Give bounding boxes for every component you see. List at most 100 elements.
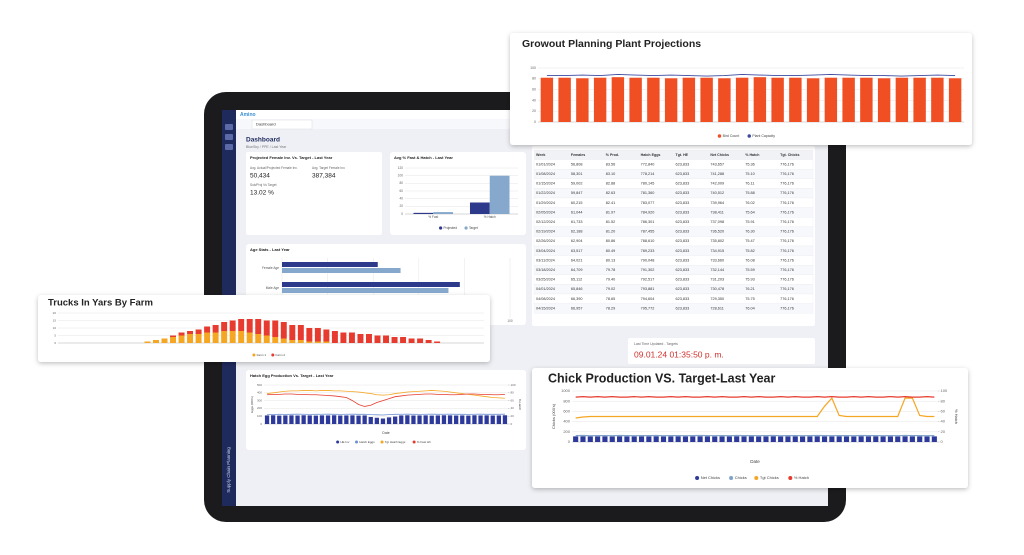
y2-tick-label: 40 — [511, 406, 515, 410]
y2-tick-label: 60 — [511, 398, 515, 402]
table-cell: 733,660 — [710, 258, 724, 262]
bar — [344, 415, 349, 424]
updated-card — [628, 338, 815, 364]
table-cell: 01/29/2024 — [536, 201, 555, 205]
table-cell: 82.41 — [606, 201, 616, 205]
legend-label: % Fast Hh — [417, 440, 431, 444]
chart-title: Hatch Egg Production Vs. Target - Last Y… — [250, 373, 334, 378]
bar — [356, 415, 361, 424]
y2-tick-label: 80 — [941, 398, 946, 403]
table-cell: 623,833 — [676, 258, 690, 262]
bar — [675, 436, 681, 442]
table-cell: 739,964 — [710, 201, 724, 205]
table-cell: 02/26/2024 — [536, 239, 555, 243]
table-cell: 789,233 — [641, 249, 655, 253]
table-cell: 776,176 — [780, 287, 794, 291]
table-cell: 03/18/2024 — [536, 268, 555, 272]
table-cell: 735,802 — [710, 239, 724, 243]
legend-marker — [336, 440, 340, 444]
bar — [807, 436, 813, 442]
sidebar-icon[interactable] — [225, 124, 233, 130]
bar — [368, 416, 373, 424]
bar — [417, 338, 424, 343]
column-header: % Prod. — [606, 153, 619, 157]
bar — [297, 325, 304, 340]
bar — [602, 436, 608, 442]
legend-label: Farm 2 — [276, 353, 286, 357]
table-cell: 776,176 — [780, 220, 794, 224]
bar — [178, 332, 185, 336]
bar — [277, 415, 282, 424]
legend-marker — [754, 476, 759, 480]
bar — [325, 415, 331, 424]
table-cell: 776,176 — [780, 297, 794, 301]
table-cell: 740,512 — [710, 191, 724, 195]
table-cell: 623,833 — [676, 239, 690, 243]
table-cell: 79.40 — [606, 278, 616, 282]
table-cell: 623,833 — [676, 182, 690, 186]
bar — [887, 436, 893, 442]
chart-title: Avg % Fast & Hatch - Last Year — [394, 155, 453, 160]
table-cell: 623,833 — [676, 306, 690, 310]
bar — [408, 338, 415, 343]
bar — [664, 78, 678, 122]
bar — [374, 417, 379, 424]
table-cell: 76.21 — [745, 287, 755, 291]
breadcrumb: BlueSky / PPE / Last Year — [246, 145, 287, 149]
bar — [880, 436, 886, 442]
legend-label: Farm 1 — [257, 353, 267, 357]
table-cell: 01/01/2024 — [536, 162, 555, 166]
y2-tick-label: 100 — [511, 383, 516, 387]
table-cell: 76.04 — [745, 306, 755, 310]
bar — [399, 415, 404, 424]
table-cell: 786,301 — [641, 220, 655, 224]
bar — [624, 436, 630, 442]
bar — [865, 436, 872, 442]
bar — [435, 415, 440, 424]
bar — [814, 436, 820, 442]
table-cell: 772,840 — [641, 162, 655, 166]
bar — [917, 436, 923, 442]
y2-tick-label: 0 — [941, 439, 944, 444]
table-cell: 62,188 — [571, 230, 583, 234]
table-cell: 81.52 — [606, 220, 616, 224]
bar — [763, 436, 769, 442]
bar — [587, 436, 593, 442]
logo: Amino — [240, 112, 256, 118]
y-tick-label: 15 — [53, 318, 57, 322]
table-cell: 65,112 — [571, 278, 582, 282]
tab[interactable] — [251, 119, 313, 130]
bar — [195, 334, 202, 343]
table-cell: 623,833 — [676, 191, 690, 195]
bar — [792, 436, 798, 442]
bar — [195, 329, 202, 334]
sidebar-icon[interactable] — [225, 144, 233, 150]
sidebar-icon[interactable] — [225, 134, 233, 140]
bar — [441, 415, 447, 424]
y-tick-label: 0 — [534, 120, 536, 124]
y2-tick-label: 20 — [511, 414, 515, 418]
tab-label[interactable]: Dashboard — [256, 122, 276, 127]
table-cell: 776,176 — [780, 191, 794, 195]
table-cell: 03/04/2024 — [536, 249, 555, 253]
table-cell: 75.10 — [745, 172, 755, 176]
bar — [429, 415, 434, 424]
legend-marker — [729, 476, 734, 480]
table-cell: 56,808 — [571, 162, 583, 166]
bar — [735, 77, 749, 122]
bar — [647, 77, 660, 122]
table-cell: 01/08/2024 — [536, 172, 555, 176]
table-cell: 623,833 — [676, 201, 690, 205]
table-cell: 65,846 — [571, 287, 583, 291]
table-cell: 59,002 — [571, 182, 583, 186]
y-tick-label: 100 — [257, 414, 262, 418]
table-cell: 75.36 — [745, 162, 755, 166]
bar — [851, 436, 857, 442]
table-cell: 776,176 — [780, 268, 794, 272]
column-header: % Hatch — [745, 153, 759, 157]
table-cell: 59,847 — [571, 191, 583, 195]
table-cell: 04/01/2024 — [536, 287, 555, 291]
bar — [580, 436, 586, 442]
legend-marker — [464, 226, 468, 230]
bar — [433, 212, 454, 214]
